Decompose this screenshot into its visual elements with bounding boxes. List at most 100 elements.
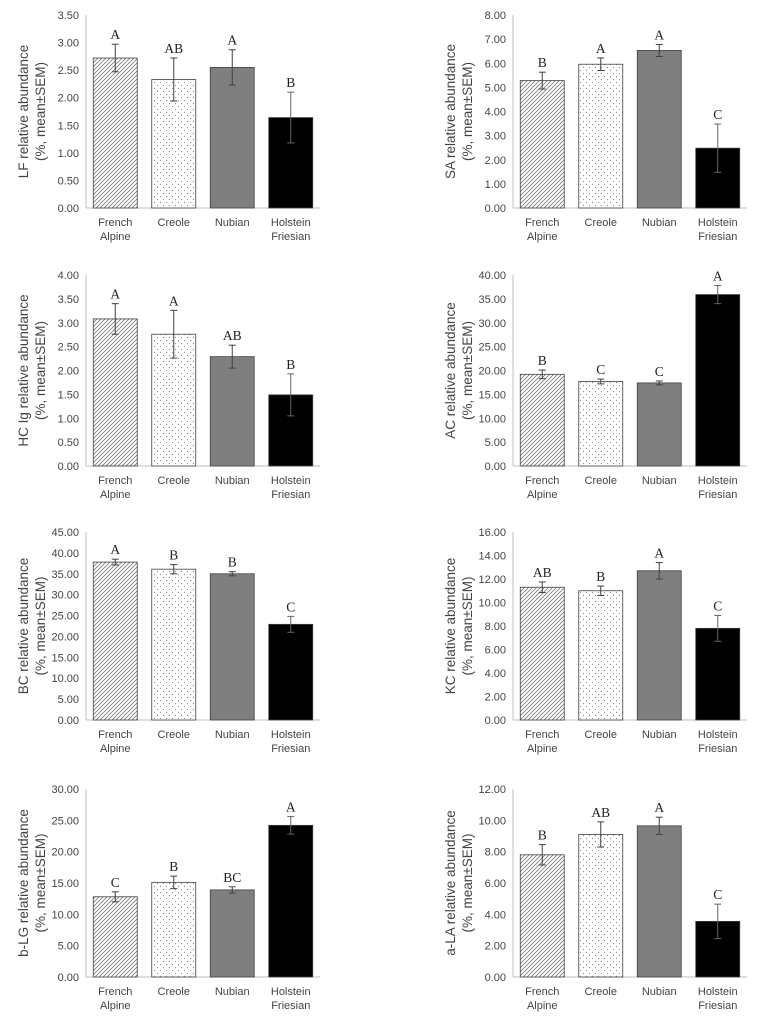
y-axis-label-units: (%, mean±SEM) (33, 62, 48, 161)
x-tick-label: Alpine (100, 231, 131, 243)
x-tick-label: Creole (585, 475, 617, 487)
y-tick-label: 25.00 (478, 342, 506, 354)
y-tick-label: 12.00 (478, 784, 506, 796)
x-tick-label: Holstein (698, 475, 738, 487)
significance-letter: AB (164, 41, 183, 56)
bar (209, 66, 255, 209)
y-tick-label: 20.00 (51, 847, 79, 859)
y-tick-label: 10.00 (478, 598, 506, 610)
significance-letter: A (654, 800, 664, 815)
y-tick-label: 6.00 (485, 58, 506, 70)
bar (519, 854, 565, 978)
y-tick-label: 10.00 (51, 909, 79, 921)
x-tick-label: Nubian (642, 729, 677, 741)
y-tick-label: 35.00 (51, 569, 79, 581)
y-tick-label: 2.00 (58, 93, 79, 105)
chart-panel-2: 0.00 1.00 2.00 3.00 4.00 5.00 6.00 7.00 8.00 SA r… (443, 10, 747, 243)
x-tick-label: Alpine (100, 743, 131, 755)
significance-letter: AB (591, 805, 610, 820)
x-tick-label: Alpine (100, 1000, 131, 1012)
y-tick-label: 5.00 (485, 437, 506, 449)
y-tick-label: 0.50 (58, 175, 79, 187)
y-tick-label: 5.00 (58, 694, 79, 706)
x-tick-label: Holstein (271, 475, 311, 487)
significance-letter: A (654, 546, 664, 561)
bar (578, 834, 624, 978)
significance-letter: C (655, 364, 664, 379)
y-tick-label: 15.00 (51, 652, 79, 664)
x-tick-label: Nubian (215, 986, 250, 998)
significance-letter: C (596, 362, 605, 377)
chart-panel-7: 0.00 5.00 10.00 15.00 20.00 25.00 30.00 b-LG re… (16, 784, 320, 1012)
x-tick-label: French (525, 729, 559, 741)
y-tick-label: 6.00 (485, 878, 506, 890)
x-tick-label: Creole (585, 729, 617, 741)
y-tick-label: 25.00 (51, 815, 79, 827)
bar (151, 568, 197, 721)
y-tick-label: 1.00 (58, 413, 79, 425)
x-tick-label: Holstein (698, 217, 738, 229)
bar (636, 382, 682, 467)
y-tick-label: 0.00 (485, 203, 506, 215)
y-tick-label: 0.00 (485, 715, 506, 727)
x-tick-label: Creole (158, 986, 190, 998)
y-tick-label: 1.50 (58, 389, 79, 401)
x-tick-label: Friesian (698, 1000, 737, 1012)
x-tick-label: Friesian (698, 231, 737, 243)
chart-panel-8: 0.00 2.00 4.00 6.00 8.00 10.00 12.00 a-LA relat… (443, 784, 747, 1012)
y-axis-label-units: (%, mean±SEM) (460, 321, 475, 420)
significance-letter: AB (223, 328, 242, 343)
y-tick-label: 0.00 (58, 715, 79, 727)
significance-letter: A (110, 27, 120, 42)
y-tick-label: 30.00 (51, 590, 79, 602)
y-axis-label: BC relative abundance (16, 558, 31, 695)
significance-letter: C (111, 875, 120, 890)
x-tick-label: Friesian (271, 743, 310, 755)
bar (636, 50, 682, 209)
chart-panel-5: 0.00 5.00 10.00 15.00 20.00 25.00 30.00 35.00 40… (16, 527, 320, 755)
x-tick-label: Holstein (271, 729, 311, 741)
y-axis-label: KC relative abundance (443, 558, 458, 695)
x-tick-label: Creole (158, 217, 190, 229)
bar (578, 63, 624, 209)
y-axis-label: b-LG relative abundance (16, 809, 31, 957)
significance-letter: C (713, 887, 722, 902)
x-tick-label: Nubian (642, 475, 677, 487)
y-axis-label: AC relative abundance (443, 302, 458, 439)
significance-letter: B (286, 357, 295, 372)
y-tick-label: 0.50 (58, 437, 79, 449)
significance-letter: C (713, 107, 722, 122)
x-tick-label: Creole (585, 217, 617, 229)
significance-letter: B (538, 353, 547, 368)
y-tick-label: 4.00 (58, 270, 79, 282)
x-tick-label: Creole (158, 475, 190, 487)
y-tick-label: 5.00 (58, 941, 79, 953)
significance-letter: A (169, 293, 179, 308)
significance-letter: A (713, 269, 723, 284)
y-axis-label: HC Ig relative abundance (16, 294, 31, 446)
x-tick-label: French (98, 217, 132, 229)
significance-letter: A (227, 33, 237, 48)
y-tick-label: 3.00 (58, 38, 79, 50)
x-tick-label: Holstein (271, 217, 311, 229)
significance-letter: A (286, 800, 296, 815)
bar (578, 381, 624, 467)
x-tick-label: French (525, 475, 559, 487)
y-axis-label: a-LA relative abundance (443, 810, 458, 956)
x-tick-label: French (525, 217, 559, 229)
y-tick-label: 4.00 (485, 668, 506, 680)
significance-letter: AB (533, 565, 552, 580)
bar (209, 356, 255, 467)
y-tick-label: 40.00 (51, 548, 79, 560)
bar (92, 57, 138, 209)
y-tick-label: 1.00 (485, 179, 506, 191)
y-tick-label: 6.00 (485, 645, 506, 657)
y-tick-label: 12.00 (478, 574, 506, 586)
y-tick-label: 3.50 (58, 10, 79, 22)
x-tick-label: French (98, 986, 132, 998)
bar (519, 586, 565, 721)
x-tick-label: Creole (158, 729, 190, 741)
y-tick-label: 20.00 (478, 366, 506, 378)
